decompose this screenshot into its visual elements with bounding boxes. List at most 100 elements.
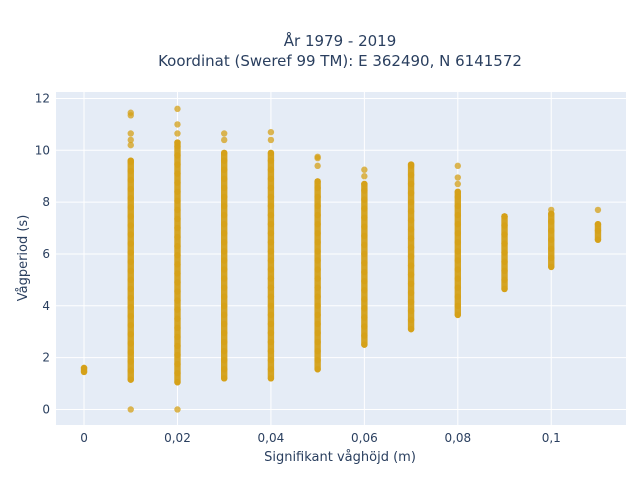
data-point [454,211,462,219]
data-point [174,179,181,186]
x-tick-label: 0,06 [351,431,378,445]
data-point [314,220,321,228]
data-point [314,284,321,291]
data-point [174,306,181,313]
y-tick-label: 4 [42,299,50,313]
data-point [361,250,368,258]
data-point [174,351,181,359]
data-point [267,220,275,228]
data-point [127,367,134,374]
data-point [267,284,275,291]
data-point [220,366,228,373]
data-point [127,167,134,175]
data-point [361,187,368,194]
data-point [127,136,134,144]
data-point [548,218,555,225]
data-point [407,171,415,179]
data-point [361,241,368,249]
data-point [174,130,181,137]
data-point [267,266,275,273]
data-point [314,193,321,201]
data-point [314,293,321,300]
data-point [174,197,181,205]
data-point [127,141,134,149]
data-point [127,376,134,383]
data-point [407,180,415,188]
data-point [127,185,134,193]
data-point [127,222,134,229]
data-point [501,285,508,293]
data-point [361,268,368,276]
data-point [174,105,181,113]
data-point [267,320,275,328]
data-point [267,230,275,237]
data-point [220,157,228,164]
data-point [454,248,462,255]
data-point [407,253,415,260]
data-point [361,214,368,221]
data-point [501,276,508,284]
data-point [361,277,368,285]
data-point [267,302,275,309]
data-point [267,157,275,164]
data-point [220,257,228,264]
x-tick-label: 0,1 [542,431,561,445]
data-point [220,230,228,237]
data-point [314,347,321,355]
data-point [454,193,462,201]
data-point [267,311,275,319]
data-point-column [220,149,228,382]
data-point [548,263,555,271]
data-point [314,366,321,373]
data-point [127,109,134,116]
data-point [174,406,181,413]
data-point [454,302,462,309]
data-point [267,257,275,264]
data-point [314,184,321,192]
data-point [174,297,181,304]
data-point [407,316,415,324]
x-axis-ticks: 0 0,02 0,04 0,06 0,08 0,1 [80,431,561,445]
data-point [501,222,508,229]
data-point [174,252,181,259]
data-point [407,280,415,287]
data-point [220,311,228,319]
data-point [127,176,134,184]
data-point [174,360,181,368]
data-point [127,349,134,356]
data-point [174,379,181,386]
data-point [127,358,134,365]
data-point [361,232,368,240]
data-point [361,341,368,348]
data-point [220,338,228,346]
data-point [454,202,462,210]
data-point [548,245,555,252]
data-point [407,298,415,306]
data-point [220,166,228,173]
data-point [407,208,415,215]
data-point [361,314,368,321]
data-point [454,257,462,264]
data-point [220,293,228,300]
data-point [314,338,321,346]
data-point [174,188,181,195]
data-point [314,357,321,364]
data-point [220,202,228,210]
y-tick-label: 6 [42,247,50,261]
data-point [314,311,321,319]
chart-title-line-1: År 1979 - 2019 [284,31,397,50]
y-axis-ticks: 0 2 4 6 8 10 12 [35,91,50,416]
data-point [454,230,462,237]
data-point [314,162,321,170]
data-point [267,248,275,255]
data-point [361,173,368,180]
data-point [174,270,181,277]
x-axis-title: Signifikant våghöjd (m) [264,450,416,465]
data-point [454,266,462,273]
x-tick-label: 0,04 [258,431,285,445]
data-point [127,213,134,220]
data-point [361,166,368,173]
data-point [407,325,415,333]
data-point [361,196,368,203]
